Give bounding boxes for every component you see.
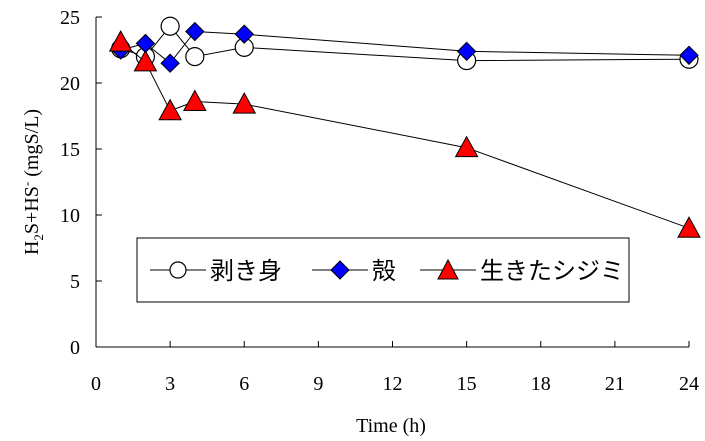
data-point — [160, 53, 180, 73]
data-point — [133, 49, 158, 72]
series-line — [120, 25, 690, 62]
x-tick-label: 3 — [165, 373, 175, 395]
legend-label-0: 剥き身 — [210, 258, 282, 285]
legend-marker-triangle — [437, 258, 459, 280]
legend-label-1: 殻 — [372, 258, 396, 285]
legend: 剥き身 殻 生きたシジミ — [136, 237, 630, 303]
data-point — [160, 16, 180, 36]
legend-marker-diamond — [330, 260, 350, 280]
x-tick-label: 18 — [531, 373, 551, 395]
y-axis-label: H2S+HS- (mgS/L) — [19, 109, 46, 255]
data-point — [454, 135, 479, 158]
y-tick-label: 25 — [60, 7, 80, 29]
x-tick-label: 15 — [457, 373, 477, 395]
legend-marker-circle — [169, 261, 187, 279]
series-2 — [108, 30, 701, 238]
y-tick-label: 10 — [60, 205, 80, 227]
x-tick-label: 0 — [91, 373, 101, 395]
y-tick-label: 0 — [70, 337, 80, 359]
series-layer — [108, 16, 701, 238]
data-point — [182, 89, 207, 111]
x-tick-label: 24 — [679, 373, 699, 395]
data-point — [108, 30, 133, 52]
series-0 — [111, 16, 699, 71]
x-tick-label: 6 — [239, 373, 249, 395]
data-point — [185, 21, 205, 42]
legend-entry-1: 殻 — [312, 258, 396, 285]
y-tick-label: 20 — [60, 73, 80, 95]
x-tick-label: 21 — [605, 373, 625, 395]
x-axis-label: Time (h) — [356, 415, 426, 437]
data-point — [679, 45, 699, 65]
x-tick-label: 9 — [313, 373, 323, 395]
series-line — [120, 30, 690, 64]
legend-box — [136, 237, 630, 303]
data-point — [677, 216, 701, 238]
data-point — [158, 98, 182, 121]
x-tick-label: 12 — [383, 373, 403, 395]
series-line — [120, 41, 690, 229]
y-tick-label: 15 — [60, 139, 80, 161]
axes: 0 5 10 15 20 25 0 3 6 9 12 15 18 21 24 — [60, 7, 699, 395]
data-point — [185, 46, 205, 67]
data-point — [232, 92, 257, 114]
data-point — [234, 24, 254, 44]
y-tick-label: 5 — [70, 271, 80, 293]
legend-entry-2: 生きたシジミ — [420, 258, 624, 285]
data-point — [456, 41, 477, 62]
legend-entry-0: 剥き身 — [150, 258, 282, 285]
legend-label-2: 生きたシジミ — [480, 258, 624, 285]
